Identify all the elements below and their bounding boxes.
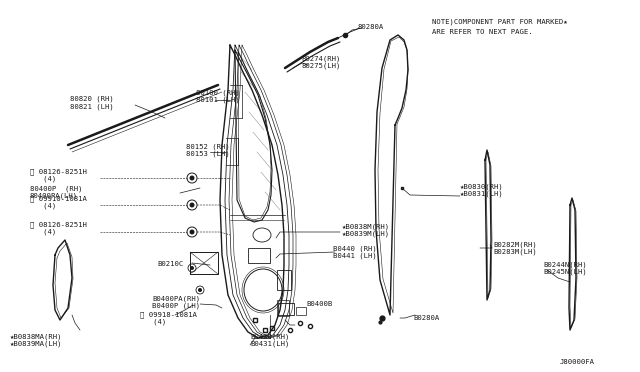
- Bar: [248, 248, 270, 263]
- Bar: [296, 307, 306, 315]
- Text: B0280A: B0280A: [413, 315, 439, 321]
- Circle shape: [190, 266, 194, 270]
- Circle shape: [198, 288, 202, 292]
- Text: B0400B: B0400B: [306, 301, 332, 307]
- Text: Ⓝ 09918-1081A
   (4): Ⓝ 09918-1081A (4): [140, 311, 197, 325]
- Text: 80274(RH)
80275(LH): 80274(RH) 80275(LH): [302, 55, 341, 69]
- Text: B0400PA(RH)
B0400P (LH): B0400PA(RH) B0400P (LH): [152, 295, 200, 309]
- Text: B0210C: B0210C: [157, 261, 183, 267]
- Text: 80820 (RH)
80821 (LH): 80820 (RH) 80821 (LH): [70, 96, 114, 110]
- Bar: [278, 303, 294, 315]
- Text: 80280A: 80280A: [358, 24, 384, 30]
- Circle shape: [189, 202, 195, 208]
- Text: J80000FA: J80000FA: [560, 359, 595, 365]
- Text: 80152 (RH)
80153 (LH): 80152 (RH) 80153 (LH): [186, 143, 230, 157]
- Text: ★B0838MA(RH)
★B0839MA(LH): ★B0838MA(RH) ★B0839MA(LH): [10, 333, 63, 347]
- Text: 80400P  (RH)
80400PA(LH): 80400P (RH) 80400PA(LH): [30, 185, 83, 199]
- Bar: [277, 270, 291, 290]
- Text: Ⓡ 08126-8251H
   (4): Ⓡ 08126-8251H (4): [30, 168, 87, 182]
- Text: B0244N(RH)
B0245N(LH): B0244N(RH) B0245N(LH): [543, 261, 587, 275]
- Text: ★B0838M(RH)
★B0839M(LH): ★B0838M(RH) ★B0839M(LH): [342, 223, 390, 237]
- Text: B0430(RH)
B0431(LH): B0430(RH) B0431(LH): [250, 333, 289, 347]
- Bar: [190, 252, 218, 274]
- Text: B0440 (RH)
B0441 (LH): B0440 (RH) B0441 (LH): [333, 245, 377, 259]
- Text: 80100 (RH)
80101 (LH): 80100 (RH) 80101 (LH): [196, 89, 240, 103]
- Text: Ⓝ 09910-1081A
   (4): Ⓝ 09910-1081A (4): [30, 195, 87, 209]
- Bar: [277, 300, 289, 316]
- Text: B0282M(RH)
B0283M(LH): B0282M(RH) B0283M(LH): [493, 241, 537, 255]
- Text: ARE REFER TO NEXT PAGE.: ARE REFER TO NEXT PAGE.: [432, 29, 532, 35]
- Circle shape: [189, 230, 195, 234]
- Circle shape: [189, 176, 195, 180]
- Text: NOTE)COMPONENT PART FOR MARKED★: NOTE)COMPONENT PART FOR MARKED★: [432, 19, 568, 25]
- Text: ★B0830(RH)
★B0831(LH): ★B0830(RH) ★B0831(LH): [460, 183, 504, 197]
- Text: Ⓑ 08126-8251H
   (4): Ⓑ 08126-8251H (4): [30, 221, 87, 235]
